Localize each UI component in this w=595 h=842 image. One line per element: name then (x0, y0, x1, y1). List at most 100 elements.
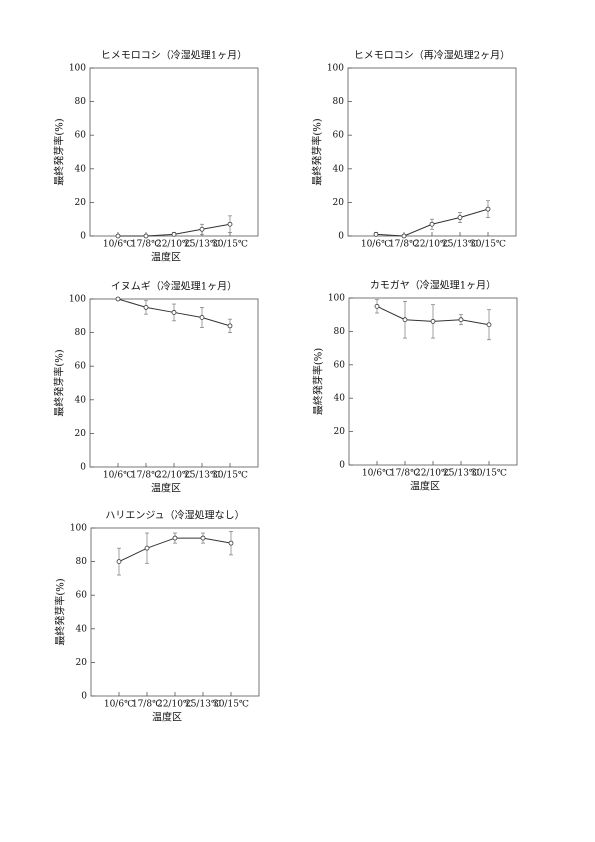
x-tick-label: 10/6℃ (361, 240, 391, 250)
y-tick-label: 100 (328, 294, 345, 304)
x-axis-label: 温度区 (410, 480, 440, 493)
x-tick-label: 17/8℃ (390, 469, 420, 479)
chart: ヒメモロコシ（冷湿処理1ヶ月） 最終発芽率(%) 温度区 0 20 40 60 80 100 10… (53, 49, 259, 264)
data-point (429, 221, 435, 227)
y-tick-label: 20 (75, 198, 87, 208)
y-tick-label: 20 (334, 427, 346, 437)
chart: イヌムギ（冷湿処理1ヶ月） 最終発芽率(%) 温度区 0 20 40 60 80 100 10/6… (53, 280, 259, 495)
chart: ヒメモロコシ（再冷湿処理2ヶ月） 最終発芽率(%) 0 20 40 60 80 100 10/6… (311, 49, 517, 250)
data-point (227, 323, 233, 329)
y-tick-label: 100 (69, 295, 86, 305)
x-tick-label: 30/15℃ (212, 240, 248, 250)
y-tick-label: 100 (70, 524, 87, 534)
chart: ハリエンジュ（冷湿処理なし） 最終発芽率(%) 温度区 0 20 40 60 80 100 10/… (54, 509, 260, 724)
x-tick-label: 25/13℃ (443, 469, 479, 479)
y-tick-label: 40 (75, 164, 87, 174)
x-axis-label: 温度区 (151, 482, 181, 495)
y-tick-label: 80 (334, 327, 346, 337)
y-tick-label: 0 (339, 461, 345, 471)
x-tick-label: 30/15℃ (213, 700, 249, 710)
chart-title: イヌムギ（冷湿処理1ヶ月） (111, 280, 237, 293)
y-axis-label: 最終発芽率(%) (53, 349, 66, 416)
data-point (227, 221, 233, 227)
data-point (485, 206, 491, 212)
data-point (458, 317, 464, 323)
plot-frame (89, 67, 259, 237)
x-tick-label: 22/10℃ (157, 700, 193, 710)
data-point (374, 303, 380, 309)
y-tick-label: 60 (75, 362, 87, 372)
data-point (228, 540, 234, 546)
y-tick-label: 60 (76, 591, 88, 601)
data-point (144, 545, 150, 551)
y-tick-label: 20 (75, 429, 87, 439)
y-tick-label: 60 (75, 131, 87, 141)
y-tick-label: 60 (333, 131, 345, 141)
data-point (116, 559, 122, 564)
x-tick-label: 22/10℃ (415, 469, 451, 479)
x-tick-label: 30/15℃ (470, 240, 506, 250)
y-tick-label: 80 (75, 328, 87, 338)
y-tick-label: 20 (333, 198, 345, 208)
data-point (486, 322, 492, 328)
y-axis-label: 最終発芽率(%) (311, 118, 324, 185)
x-tick-label: 10/6℃ (103, 240, 133, 250)
data-point (199, 226, 205, 232)
x-tick-label: 22/10℃ (156, 471, 192, 481)
x-tick-label: 10/6℃ (362, 469, 392, 479)
y-tick-label: 80 (76, 557, 88, 567)
y-tick-label: 100 (327, 64, 344, 74)
x-tick-label: 17/8℃ (131, 471, 161, 481)
x-tick-label: 25/13℃ (442, 240, 478, 250)
data-point (171, 310, 177, 315)
x-tick-label: 30/15℃ (212, 471, 248, 481)
data-point (143, 233, 149, 239)
x-axis-label: 温度区 (152, 711, 182, 724)
chart-title: カモガヤ（冷湿処理1ヶ月） (370, 279, 496, 292)
y-tick-label: 40 (334, 394, 346, 404)
y-tick-label: 0 (338, 232, 344, 242)
data-point (200, 535, 206, 541)
y-tick-label: 100 (69, 64, 86, 74)
y-axis-label: 最終発芽率(%) (54, 578, 67, 645)
chart-title: ヒメモロコシ（再冷湿処理2ヶ月） (354, 49, 510, 62)
y-axis-label: 最終発芽率(%) (53, 118, 66, 185)
y-tick-label: 0 (80, 463, 86, 473)
data-point (143, 304, 149, 310)
x-tick-label: 17/8℃ (132, 700, 162, 710)
y-axis-label: 最終発芽率(%) (312, 348, 325, 415)
plot-frame (90, 527, 260, 697)
x-tick-label: 25/13℃ (185, 700, 221, 710)
chart: カモガヤ（冷湿処理1ヶ月） 最終発芽率(%) 温度区 0 20 40 60 80 100 10/6… (312, 279, 518, 493)
plot-frame (347, 67, 517, 237)
x-tick-label: 25/13℃ (184, 240, 220, 250)
x-tick-label: 10/6℃ (104, 700, 134, 710)
chart-title: ハリエンジュ（冷湿処理なし） (105, 509, 244, 522)
data-point (172, 535, 178, 541)
data-point (401, 233, 407, 239)
x-tick-label: 10/6℃ (103, 471, 133, 481)
x-tick-label: 17/8℃ (131, 240, 161, 250)
y-tick-label: 0 (80, 232, 86, 242)
x-tick-label: 17/8℃ (389, 240, 419, 250)
y-tick-label: 80 (333, 97, 345, 107)
data-point (199, 315, 205, 320)
data-point (402, 317, 408, 323)
data-point (115, 296, 121, 302)
y-tick-label: 40 (75, 395, 87, 405)
x-tick-label: 22/10℃ (156, 240, 192, 250)
y-tick-label: 40 (333, 164, 345, 174)
data-point (115, 233, 121, 239)
y-tick-label: 20 (76, 658, 88, 668)
x-tick-label: 30/15℃ (471, 469, 507, 479)
x-tick-label: 22/10℃ (414, 240, 450, 250)
data-point (430, 318, 436, 324)
y-tick-label: 80 (75, 97, 87, 107)
chart-title: ヒメモロコシ（冷湿処理1ヶ月） (101, 49, 247, 62)
y-tick-label: 40 (76, 624, 88, 634)
x-axis-label: 温度区 (151, 251, 181, 264)
data-point (457, 215, 463, 220)
data-point (171, 231, 177, 237)
data-point (373, 231, 379, 237)
